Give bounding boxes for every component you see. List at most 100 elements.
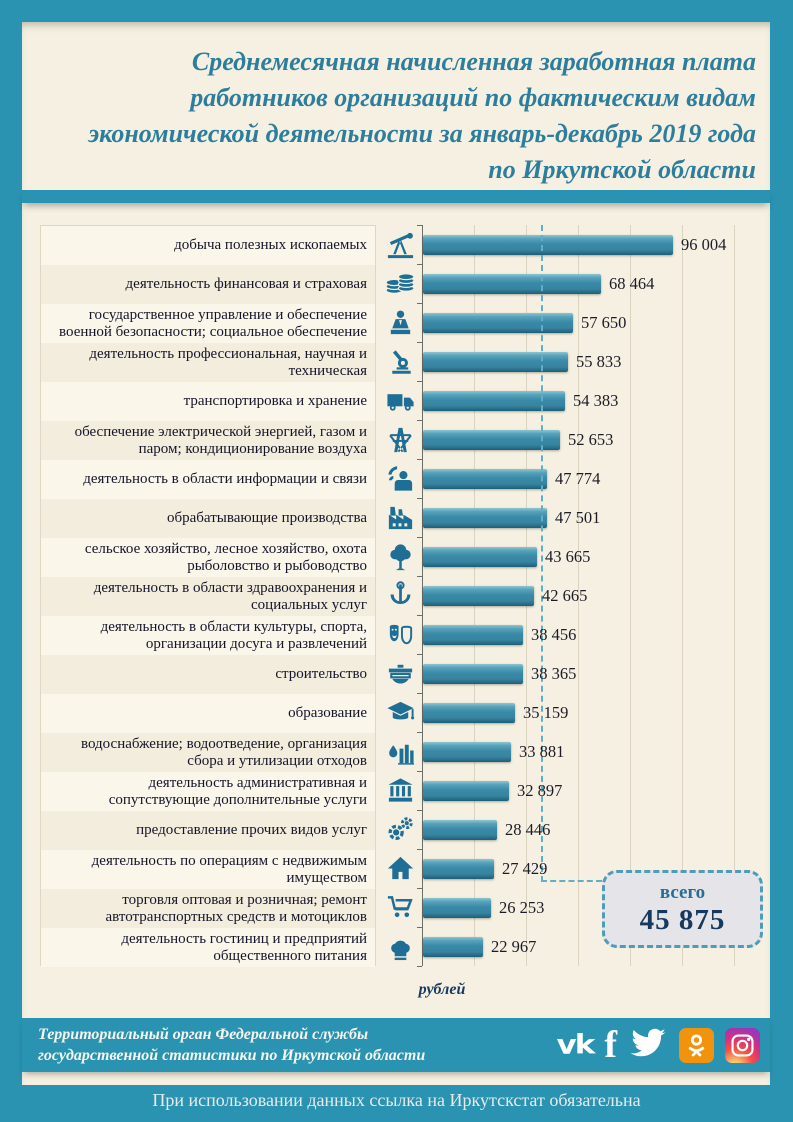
axis-tick [417,966,422,967]
category-label: обрабатывающие производства [41,499,375,538]
bar [423,780,509,801]
average-box: всего 45 875 [602,870,763,948]
category-label: добыча полезных ископаемых [41,226,375,265]
mining-pumpjack-icon [378,225,422,264]
bar [423,936,483,957]
science-microscope-icon [378,342,422,381]
average-line [541,225,543,882]
government-tribune-icon [378,303,422,342]
vk-icon: vk [556,1029,596,1061]
social-link-instagram[interactable] [725,1027,760,1063]
category-label: деятельность финансовая и страховая [41,265,375,304]
title-line: работников организаций по фактическим ви… [190,83,756,112]
axis-tick [417,693,422,694]
odnoklassniki-icon [679,1027,714,1063]
page-title: Среднемесячная начисленная заработная пл… [42,44,756,188]
bar-value: 27 429 [502,859,548,878]
title-line: Среднемесячная начисленная заработная пл… [191,47,756,76]
category-label: сельское хозяйство, лесное хозяйство, ох… [41,538,375,577]
trade-cart-icon [378,888,422,927]
gridline [578,225,579,966]
twitter-icon [628,1023,668,1068]
finance-coins-icon [378,264,422,303]
axis-tick [417,927,422,928]
axis-tick [417,303,422,304]
category-label: торговля оптовая и розничная; ремонт авт… [41,889,375,928]
culture-masks-icon [378,615,422,654]
bar-value: 68 464 [609,274,655,293]
bar-value: 38 365 [531,664,577,683]
social-icons: vk f [557,1018,760,1072]
category-label: деятельность гостиниц и предприятий обще… [41,928,375,967]
bar-chart: добыча полезных ископаемых деятельность ф… [40,225,767,967]
axis-tick [417,420,422,421]
bar [423,624,523,645]
category-labels-panel: добыча полезных ископаемых деятельность ф… [40,225,376,967]
category-label: образование [41,694,375,733]
bar [423,663,523,684]
category-label: деятельность в области здравоохранения и… [41,577,375,616]
header-divider [22,190,770,203]
bar-value: 33 881 [519,742,565,761]
category-label: строительство [41,655,375,694]
bar-value: 57 650 [581,313,627,332]
bar [423,234,673,255]
axis-tick [417,459,422,460]
administrative-bank-icon [378,771,422,810]
bar [423,507,547,528]
information-communication-icon [378,459,422,498]
bar [423,819,497,840]
category-icons-column [378,225,422,966]
energy-pylon-icon [378,420,422,459]
organization-name: Территориальный орган Федеральной службы… [38,1024,425,1066]
gridline [630,225,631,966]
organization-name-line: Территориальный орган Федеральной службы [38,1026,369,1043]
category-label: деятельность в области культуры, спорта,… [41,616,375,655]
category-label: транспортировка и хранение [41,382,375,421]
axis-tick [417,576,422,577]
bar-value: 22 967 [491,937,537,956]
social-link-odnoklassniki[interactable] [679,1027,714,1063]
bar-value: 47 774 [555,469,601,488]
title-line: по Иркутской области [488,155,756,184]
hotels-catering-icon [378,927,422,966]
footer-band: Территориальный орган Федеральной службы… [22,1018,770,1072]
bar [423,351,568,372]
bar-value: 54 383 [573,391,619,410]
education-cap-icon [378,693,422,732]
social-link-facebook[interactable]: f [604,1024,617,1066]
bar-value: 43 665 [545,547,591,566]
axis-tick [417,810,422,811]
social-link-vk[interactable]: vk [556,1027,596,1063]
bar [423,741,511,762]
axis-tick [417,771,422,772]
axis-tick [417,888,422,889]
water-utility-icon [378,732,422,771]
axis-tick [417,381,422,382]
facebook-icon: f [604,1024,617,1066]
category-label: деятельность в области информации и связ… [41,460,375,499]
bar-value: 35 159 [523,703,569,722]
axis-tick [417,264,422,265]
category-label: деятельность профессиональная, научная и… [41,343,375,382]
bar [423,858,494,879]
axis-tick [417,849,422,850]
bar-value: 38 456 [531,625,577,644]
axis-tick [417,498,422,499]
bar [423,468,547,489]
category-label: деятельность административная и сопутств… [41,772,375,811]
bar-value: 52 653 [568,430,614,449]
bar-value: 28 446 [505,820,551,839]
bar [423,312,573,333]
infographic-panel: Среднемесячная начисленная заработная пл… [22,22,770,1085]
bar-value: 42 665 [542,586,588,605]
axis-tick [417,225,422,226]
category-label: деятельность по операциям с недвижимым и… [41,850,375,889]
manufacturing-factory-icon [378,498,422,537]
gridline [734,225,735,966]
axis-tick [417,537,422,538]
social-link-twitter[interactable] [628,1023,668,1068]
category-label: обеспечение электрической энергией, газо… [41,421,375,460]
category-label: предоставление прочих видов услуг [41,811,375,850]
